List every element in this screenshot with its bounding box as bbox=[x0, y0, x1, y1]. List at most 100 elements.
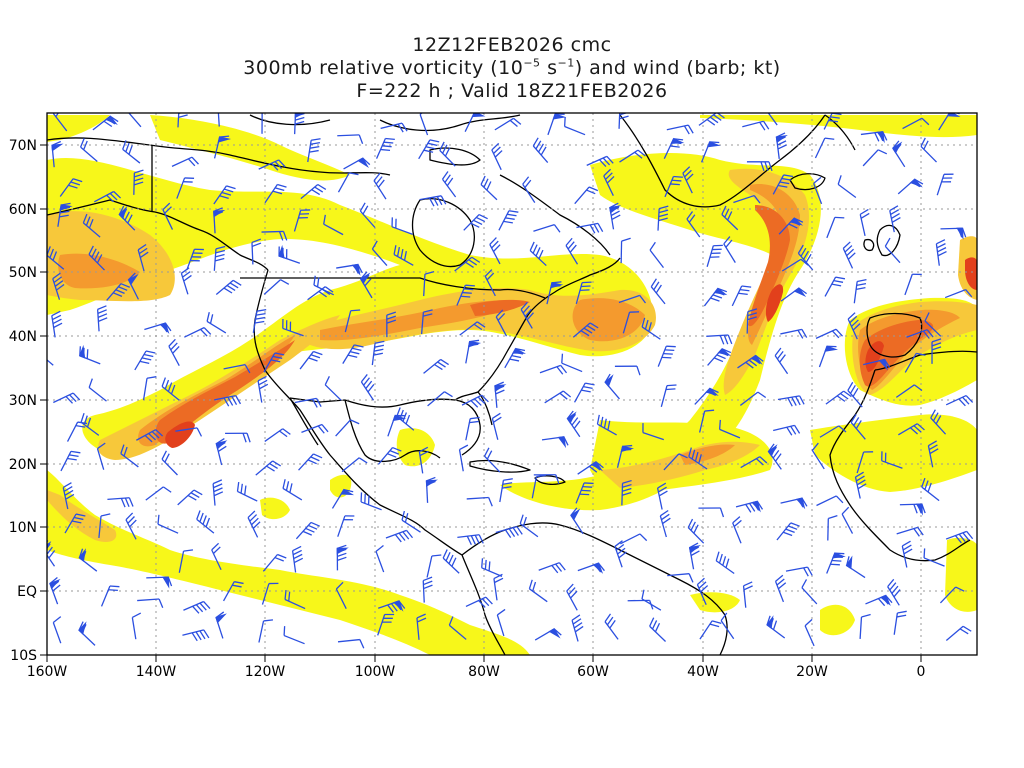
wind-barb bbox=[742, 581, 753, 608]
wind-barb bbox=[931, 338, 942, 364]
wind-barb bbox=[264, 183, 287, 204]
wind-barb bbox=[746, 161, 773, 172]
iceland bbox=[789, 173, 826, 191]
wind-barb bbox=[699, 409, 715, 433]
wind-barb bbox=[774, 347, 789, 375]
wind-barb bbox=[385, 529, 414, 543]
wind-barb bbox=[574, 186, 599, 205]
wind-barb bbox=[881, 451, 903, 469]
us-canada-border bbox=[240, 277, 546, 299]
wind-barb bbox=[396, 407, 415, 431]
wind-barb bbox=[483, 447, 501, 473]
wind-barb bbox=[223, 364, 251, 374]
wind-barb bbox=[59, 178, 83, 197]
wind-barb bbox=[263, 352, 285, 373]
wind-barb bbox=[100, 585, 120, 607]
lon-label: 140W bbox=[136, 664, 177, 680]
wind-barb bbox=[96, 442, 106, 470]
wind-barb bbox=[772, 174, 794, 195]
lon-label: 100W bbox=[355, 664, 396, 680]
wind-barb bbox=[442, 549, 460, 574]
wind-barb bbox=[162, 202, 174, 230]
title-line-1: 12Z12FEB2026 cmc bbox=[412, 34, 612, 56]
wind-barb bbox=[622, 311, 640, 334]
wind-barb bbox=[563, 117, 586, 136]
wind-barb bbox=[493, 573, 504, 601]
wind-barb bbox=[901, 540, 913, 568]
wind-barb bbox=[125, 512, 137, 540]
wind-barb bbox=[860, 131, 888, 144]
us-mexico-border bbox=[289, 397, 346, 403]
wind-barb bbox=[359, 271, 373, 299]
wind-barb bbox=[904, 352, 926, 373]
lon-label: 20W bbox=[796, 664, 828, 680]
wind-barb bbox=[797, 244, 814, 271]
wind-barb bbox=[614, 365, 641, 376]
wind-barb bbox=[258, 619, 274, 643]
wind-barb bbox=[740, 456, 768, 469]
wind-barb bbox=[293, 113, 305, 135]
wind-barb bbox=[863, 358, 891, 371]
greenland bbox=[619, 114, 826, 208]
mexico-gulf bbox=[344, 399, 441, 463]
vorticity-shading bbox=[47, 115, 977, 655]
wind-barb bbox=[441, 171, 457, 198]
wind-barb bbox=[215, 611, 227, 639]
alaska-coast bbox=[47, 199, 269, 271]
wind-barb bbox=[707, 347, 732, 366]
wind-barb bbox=[566, 410, 581, 438]
map-title: 12Z12FEB2026 cmc 300mb relative vorticit… bbox=[0, 34, 1024, 103]
wind-barb bbox=[146, 576, 173, 589]
wind-barb bbox=[620, 237, 631, 264]
wind-barb bbox=[945, 625, 972, 641]
wind-barb bbox=[718, 419, 741, 439]
wind-barb bbox=[826, 216, 845, 239]
wind-barb bbox=[380, 122, 408, 133]
wind-barb bbox=[686, 211, 701, 238]
lon-label: 80W bbox=[468, 664, 500, 680]
wind-barb bbox=[133, 169, 144, 195]
wind-barb bbox=[371, 240, 388, 267]
wind-barb bbox=[439, 141, 456, 167]
wind-barb bbox=[427, 391, 453, 407]
wind-barb bbox=[213, 185, 236, 205]
wind-barb bbox=[618, 294, 647, 304]
wind-barb bbox=[577, 562, 605, 574]
wind-barb bbox=[98, 513, 111, 538]
arctic-coast-west bbox=[47, 137, 391, 176]
wind-barb bbox=[735, 500, 764, 513]
wind-barb bbox=[896, 526, 924, 537]
wind-barb bbox=[778, 217, 804, 235]
wind-barb bbox=[811, 442, 825, 470]
wind-barb bbox=[887, 578, 901, 606]
wind-barb bbox=[491, 142, 503, 171]
florida bbox=[454, 391, 493, 426]
wind-barb bbox=[906, 329, 934, 339]
wind-barb bbox=[859, 613, 871, 639]
wind-barb bbox=[386, 311, 397, 338]
wind-barb bbox=[533, 223, 561, 233]
wind-barb bbox=[575, 482, 594, 504]
wind-barb bbox=[175, 427, 203, 437]
wind-barb bbox=[464, 113, 486, 132]
wind-barb bbox=[664, 175, 683, 198]
latitude-labels: 70N 60N 50N 40N 30N 20N 10N EQ 10S bbox=[9, 138, 37, 664]
wind-barb bbox=[300, 183, 327, 200]
wind-barb bbox=[177, 113, 188, 128]
wind-barb bbox=[773, 424, 801, 436]
wind-barb bbox=[801, 579, 818, 605]
wind-barb bbox=[323, 214, 344, 236]
wind-barb bbox=[283, 626, 305, 645]
wind-barb bbox=[457, 534, 484, 546]
wind-barb bbox=[780, 328, 808, 339]
wind-barb bbox=[902, 117, 930, 130]
wind-barb bbox=[458, 444, 469, 472]
wind-barb bbox=[775, 132, 788, 159]
wind-barb bbox=[215, 438, 228, 466]
wind-barb bbox=[657, 205, 669, 231]
lat-label: 30N bbox=[9, 393, 37, 409]
wind-barb bbox=[301, 423, 329, 434]
wind-barbs bbox=[47, 113, 974, 649]
wind-barb bbox=[694, 387, 719, 405]
wind-barb bbox=[128, 113, 142, 128]
